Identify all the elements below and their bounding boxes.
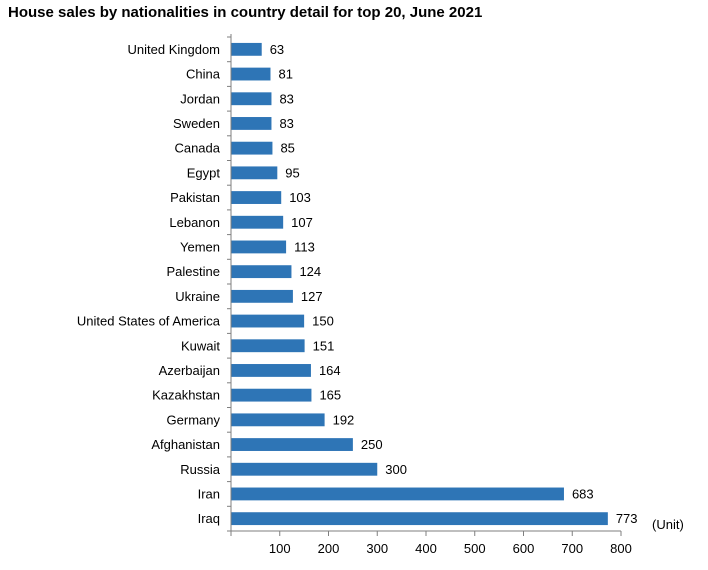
- axis-layer: [227, 34, 622, 536]
- data-label: 81: [278, 67, 292, 82]
- bar: [231, 166, 278, 180]
- bar: [231, 314, 305, 328]
- data-label: 95: [285, 165, 299, 180]
- category-label: United Kingdom: [128, 42, 221, 57]
- data-label: 300: [385, 462, 407, 477]
- data-label: 165: [319, 388, 341, 403]
- x-tick-label: 700: [561, 541, 583, 556]
- data-label: 63: [270, 42, 284, 57]
- bar: [231, 117, 272, 130]
- data-label: 103: [289, 190, 311, 205]
- data-label: 683: [572, 486, 594, 501]
- x-tick-label: 100: [269, 541, 291, 556]
- category-label: Iraq: [198, 511, 220, 526]
- data-label: 124: [299, 264, 321, 279]
- bar: [231, 512, 608, 526]
- bar: [231, 413, 325, 427]
- category-label: Jordan: [180, 91, 220, 106]
- bar: [231, 92, 272, 106]
- data-label: 107: [291, 215, 313, 230]
- category-label: Kazakhstan: [152, 388, 220, 403]
- category-label: Egypt: [187, 165, 221, 180]
- bar: [231, 67, 271, 81]
- x-tick-label: 500: [464, 541, 486, 556]
- bar: [231, 240, 287, 254]
- category-label: Kuwait: [181, 338, 220, 353]
- unit-label: (Unit): [652, 517, 684, 532]
- bar: [231, 42, 262, 56]
- data-label: 85: [280, 141, 294, 156]
- data-label: 250: [361, 437, 383, 452]
- data-label: 113: [294, 239, 315, 254]
- data-label: 83: [279, 116, 293, 131]
- category-label: Germany: [167, 412, 221, 427]
- data-label: 773: [616, 511, 638, 526]
- bars-layer: [231, 42, 608, 526]
- category-label: Lebanon: [169, 215, 220, 230]
- data-label: 127: [301, 289, 323, 304]
- bar: [231, 141, 273, 155]
- category-label: China: [186, 67, 221, 82]
- data-label: 151: [313, 338, 335, 353]
- bar: [231, 364, 311, 377]
- bar: [231, 215, 284, 229]
- category-label: Iran: [198, 486, 220, 501]
- category-label: Pakistan: [170, 190, 220, 205]
- category-label: Palestine: [167, 264, 220, 279]
- category-label: Canada: [174, 141, 220, 156]
- x-tick-label: 300: [366, 541, 388, 556]
- bar: [231, 191, 282, 204]
- x-tick-label: 400: [415, 541, 437, 556]
- bar: [231, 388, 312, 402]
- category-label: Azerbaijan: [159, 363, 220, 378]
- x-tick-label: 800: [610, 541, 632, 556]
- chart-title: House sales by nationalities in country …: [8, 4, 483, 21]
- bar: [231, 265, 292, 279]
- category-label: Yemen: [180, 239, 220, 254]
- labels-layer: United Kingdom 63 China 81 Jordan 83 Sweden 83 C…: [77, 42, 684, 556]
- category-label: Russia: [180, 462, 221, 477]
- category-label: United States of America: [77, 314, 221, 329]
- bar: [231, 438, 353, 451]
- category-label: Sweden: [173, 116, 220, 131]
- bar: [231, 289, 293, 303]
- x-tick-label: 200: [318, 541, 340, 556]
- data-label: 150: [312, 314, 334, 329]
- category-label: Ukraine: [175, 289, 220, 304]
- data-label: 83: [279, 91, 293, 106]
- data-label: 192: [333, 412, 355, 427]
- x-tick-label: 600: [513, 541, 535, 556]
- bar: [231, 487, 564, 501]
- category-label: Afghanistan: [151, 437, 220, 452]
- data-label: 164: [319, 363, 341, 378]
- bar: [231, 339, 305, 353]
- bar: [231, 462, 378, 476]
